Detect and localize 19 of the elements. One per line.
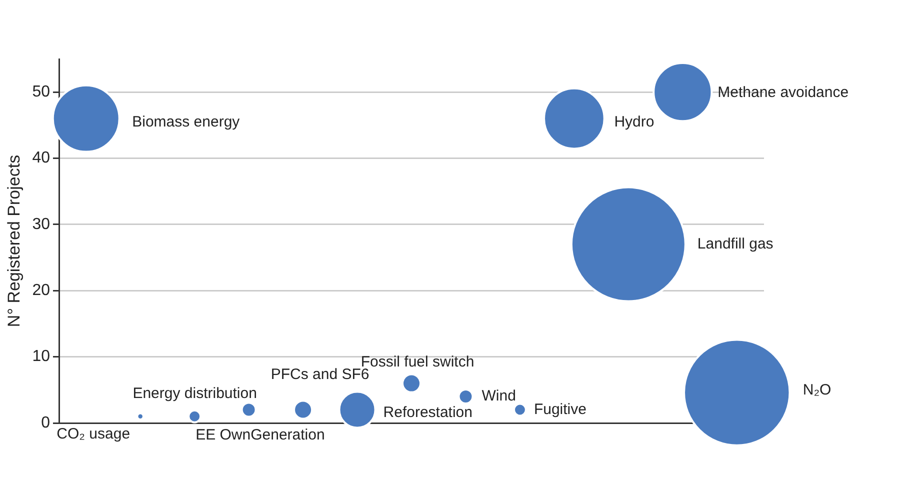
data-label: Wind [482, 388, 516, 405]
y-tick-label: 30 [32, 216, 50, 233]
data-label: Fugitive [534, 400, 586, 418]
data-label: Biomass energy [132, 114, 240, 131]
data-label: CO₂ usage [56, 426, 130, 443]
data-label: PFCs and SF6 [270, 366, 370, 383]
data-label: Hydro [614, 114, 654, 131]
y-tick-label: 0 [41, 414, 50, 432]
data-label: Energy distribution [132, 384, 257, 402]
y-axis-title: N° Registered Projects [4, 154, 24, 328]
data-label: EE OwnGeneration [196, 426, 325, 444]
y-tick-label: 40 [32, 150, 50, 167]
y-tick-label: 20 [32, 282, 50, 300]
data-label: Reforestation [383, 404, 472, 421]
y-tick-label: 10 [32, 348, 50, 366]
data-label: N₂O [802, 382, 832, 399]
y-tick-label: 50 [32, 83, 50, 100]
data-label: Methane avoidance [718, 84, 849, 102]
data-label: Landfill gas [697, 235, 774, 252]
